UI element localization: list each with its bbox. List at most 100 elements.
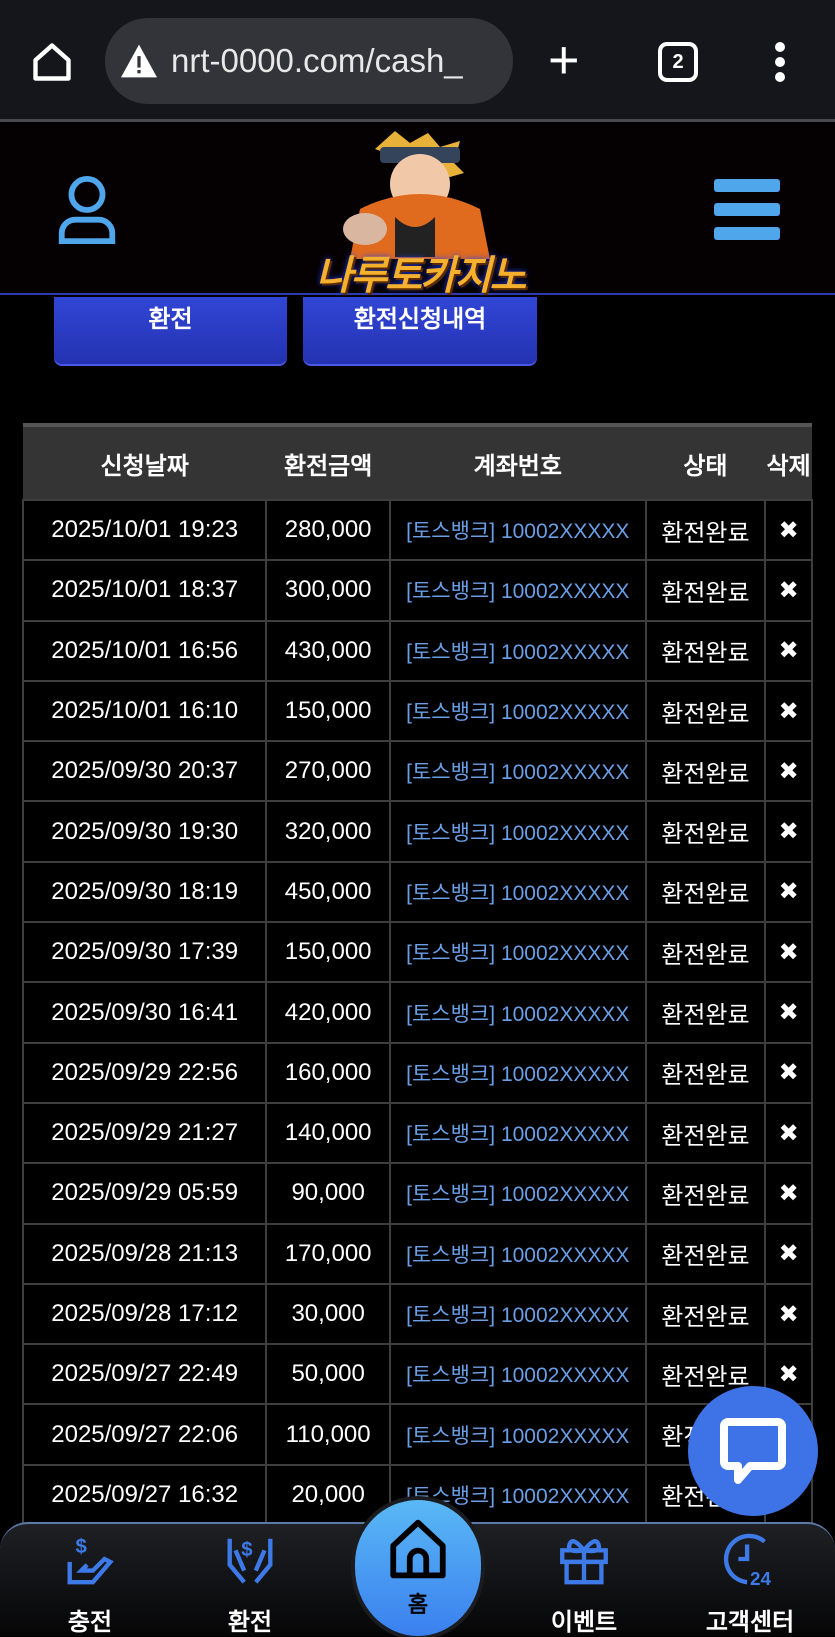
logo-image[interactable] xyxy=(300,129,535,291)
status-cell: 환전완료 xyxy=(644,498,767,562)
delete-button[interactable]: ✖ xyxy=(764,921,813,984)
nav-support-label: 고객센터 xyxy=(705,1609,795,1636)
delete-button[interactable]: ✖ xyxy=(764,1162,813,1225)
header-amount: 환전금액 xyxy=(283,452,373,480)
status-cell: 환전완료 xyxy=(644,1282,767,1346)
status-cell: 환전완료 xyxy=(644,1041,767,1104)
hamburger-menu-icon[interactable] xyxy=(714,179,780,251)
delete-button[interactable]: ✖ xyxy=(764,679,813,743)
account-cell: [토스뱅크] 10002XXXXX xyxy=(388,740,647,803)
house-icon xyxy=(390,1519,446,1579)
date-cell: 2025/09/27 22:06 xyxy=(21,1403,268,1466)
table-row: 2025/09/28 17:12 30,000 [토스뱅크] 10002XXXXX 환… xyxy=(21,1282,813,1346)
account-cell: [토스뱅크] 10002XXXXX xyxy=(388,1403,647,1466)
delete-button[interactable]: ✖ xyxy=(764,800,813,863)
user-icon[interactable] xyxy=(55,175,119,245)
hand-dollar-icon: $ xyxy=(67,1536,114,1585)
delete-button[interactable]: ✖ xyxy=(764,1041,813,1104)
clock-24-icon: 24 xyxy=(723,1533,771,1588)
withdraw-history-button[interactable]: 환전신청내역 xyxy=(303,297,537,364)
nav-support[interactable]: 24 고객센터 xyxy=(690,1530,810,1637)
table-row: 2025/09/30 19:30 320,000 [토스뱅크] 10002XXXXX… xyxy=(21,800,813,863)
date-cell: 2025/10/01 16:56 xyxy=(21,619,268,682)
status-cell: 환전완료 xyxy=(644,1222,767,1285)
header-date: 신청날짜 xyxy=(100,452,189,480)
nav-charge[interactable]: $ 충전 xyxy=(30,1530,150,1637)
hands-dollar-icon: $ xyxy=(227,1538,273,1584)
gift-icon xyxy=(560,1539,608,1585)
status-cell: 환전완료 xyxy=(644,1101,767,1165)
nav-event[interactable]: 이벤트 xyxy=(524,1530,644,1637)
date-cell: 2025/09/27 16:32 xyxy=(21,1463,268,1527)
account-cell: [토스뱅크] 10002XXXXX xyxy=(388,679,647,743)
account-cell: [토스뱅크] 10002XXXXX xyxy=(388,921,647,984)
account-cell: [토스뱅크] 10002XXXXX xyxy=(388,1343,647,1406)
status-cell: 환전완료 xyxy=(644,619,767,682)
more-menu-icon[interactable] xyxy=(772,42,788,82)
logo-text: 나루토카지노 xyxy=(315,254,527,298)
amount-cell: 30,000 xyxy=(265,1282,391,1346)
date-cell: 2025/09/30 20:37 xyxy=(21,740,268,803)
header-status: 상태 xyxy=(683,452,728,480)
amount-cell: 430,000 xyxy=(265,619,391,682)
date-cell: 2025/09/30 19:30 xyxy=(21,800,268,863)
account-cell: [토스뱅크] 10002XXXXX xyxy=(388,498,647,562)
chat-bubble-icon xyxy=(720,1418,786,1484)
amount-cell: 450,000 xyxy=(265,860,391,924)
delete-button[interactable]: ✖ xyxy=(764,619,813,682)
table-row: 2025/10/01 19:23 280,000 [토스뱅크] 10002XXXXX… xyxy=(21,498,813,562)
browser-toolbar: nrt-0000.com/cash_ + 2 xyxy=(0,0,835,122)
amount-cell: 150,000 xyxy=(265,679,391,743)
address-bar[interactable]: nrt-0000.com/cash_ xyxy=(105,18,513,104)
account-cell: [토스뱅크] 10002XXXXX xyxy=(388,1101,647,1165)
delete-button[interactable]: ✖ xyxy=(764,740,813,803)
delete-button[interactable]: ✖ xyxy=(764,1282,813,1346)
delete-button[interactable]: ✖ xyxy=(764,1222,813,1285)
delete-button[interactable]: ✖ xyxy=(764,498,813,562)
amount-cell: 140,000 xyxy=(265,1101,391,1165)
date-cell: 2025/09/29 22:56 xyxy=(21,1041,268,1104)
table-row: 2025/09/29 21:27 140,000 [토스뱅크] 10002XXXXX… xyxy=(21,1101,813,1165)
nav-charge-label: 충전 xyxy=(67,1609,113,1636)
status-cell: 환전완료 xyxy=(644,740,767,803)
account-cell: [토스뱅크] 10002XXXXX xyxy=(388,619,647,682)
home-icon[interactable] xyxy=(30,40,74,84)
delete-button[interactable]: ✖ xyxy=(764,1101,813,1165)
nav-home-label: 홈 xyxy=(407,1592,429,1617)
account-cell: [토스뱅크] 10002XXXXX xyxy=(388,981,647,1044)
date-cell: 2025/09/30 16:41 xyxy=(21,981,268,1044)
delete-button[interactable]: ✖ xyxy=(764,981,813,1044)
warning-icon[interactable] xyxy=(119,43,159,79)
status-cell: 환전완료 xyxy=(644,921,767,984)
table-row: 2025/09/30 18:19 450,000 [토스뱅크] 10002XXXXX… xyxy=(21,860,813,924)
nav-home[interactable]: 홈 xyxy=(355,1500,481,1636)
tab-count-button[interactable]: 2 xyxy=(658,42,698,82)
delete-button[interactable]: ✖ xyxy=(764,860,813,924)
status-cell: 환전완료 xyxy=(644,981,767,1044)
withdraw-button[interactable]: 환전 xyxy=(54,297,287,364)
delete-button[interactable]: ✖ xyxy=(764,559,813,622)
date-cell: 2025/09/30 17:39 xyxy=(21,921,268,984)
amount-cell: 300,000 xyxy=(265,559,391,622)
date-cell: 2025/09/27 22:49 xyxy=(21,1343,268,1406)
header-delete: 삭제 xyxy=(766,452,811,480)
amount-cell: 160,000 xyxy=(265,1041,391,1104)
amount-cell: 110,000 xyxy=(265,1403,391,1466)
withdraw-history-table: 신청날짜 환전금액 계좌번호 상태 삭제 2025/10/01 19:23 280… xyxy=(21,423,813,1527)
header-account: 계좌번호 xyxy=(473,452,562,480)
table-row: 2025/09/30 20:37 270,000 [토스뱅크] 10002XXXXX… xyxy=(21,740,813,803)
nav-event-label: 이벤트 xyxy=(550,1609,618,1636)
new-tab-button[interactable]: + xyxy=(548,30,580,90)
status-cell: 환전완료 xyxy=(644,1162,767,1225)
table-row: 2025/10/01 16:56 430,000 [토스뱅크] 10002XXXXX… xyxy=(21,619,813,682)
amount-cell: 320,000 xyxy=(265,800,391,863)
account-cell: [토스뱅크] 10002XXXXX xyxy=(388,559,647,622)
account-cell: [토스뱅크] 10002XXXXX xyxy=(388,1282,647,1346)
account-cell: [토스뱅크] 10002XXXXX xyxy=(388,1162,647,1225)
table-row: 2025/09/28 21:13 170,000 [토스뱅크] 10002XXXXX… xyxy=(21,1222,813,1285)
date-cell: 2025/09/30 18:19 xyxy=(21,860,268,924)
date-cell: 2025/10/01 16:10 xyxy=(21,679,268,743)
nav-withdraw[interactable]: $ 환전 xyxy=(190,1530,310,1637)
chat-button[interactable] xyxy=(688,1386,818,1516)
date-cell: 2025/09/29 05:59 xyxy=(21,1162,268,1225)
